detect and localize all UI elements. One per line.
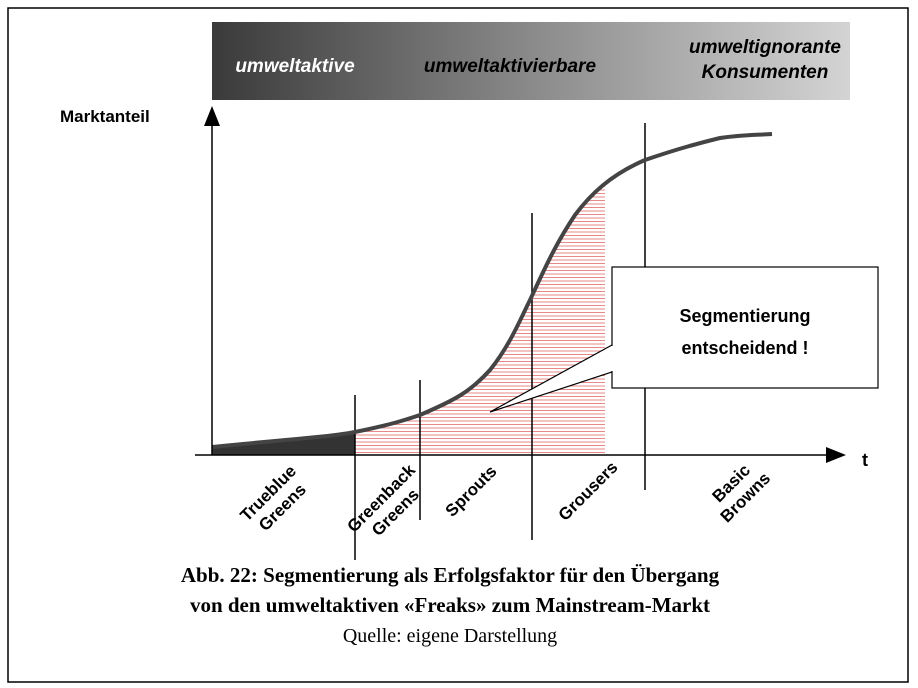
- x-arrow: [826, 447, 846, 463]
- caption: Abb. 22: Segmentierung als Erfolgsfaktor…: [181, 563, 720, 587]
- frame: [7, 7, 909, 683]
- banner: [212, 22, 850, 100]
- y-axis-label: Marktanteil: [60, 107, 150, 126]
- banner-label: umweltaktive: [235, 56, 355, 77]
- callout-text: Segmentierung: [679, 306, 810, 326]
- s-curve: [211, 132, 773, 449]
- banner-label: Konsumenten: [702, 62, 829, 83]
- y-arrow: [204, 106, 220, 126]
- banner-label: umweltaktivierbare: [424, 56, 597, 77]
- source: Quelle: eigene Darstellung: [343, 625, 557, 647]
- callout-box: [611, 266, 879, 389]
- x-axis-label: t: [862, 450, 868, 470]
- caption: von den umweltaktiven «Freaks» zum Mains…: [190, 593, 710, 617]
- callout-text: entscheidend !: [681, 338, 808, 358]
- segment-label: Sprouts: [442, 462, 501, 521]
- banner-label: umweltignorante: [689, 37, 841, 58]
- segment-label: Grousers: [555, 458, 622, 525]
- dark-area: [212, 420, 355, 455]
- hatched-area: [355, 183, 605, 455]
